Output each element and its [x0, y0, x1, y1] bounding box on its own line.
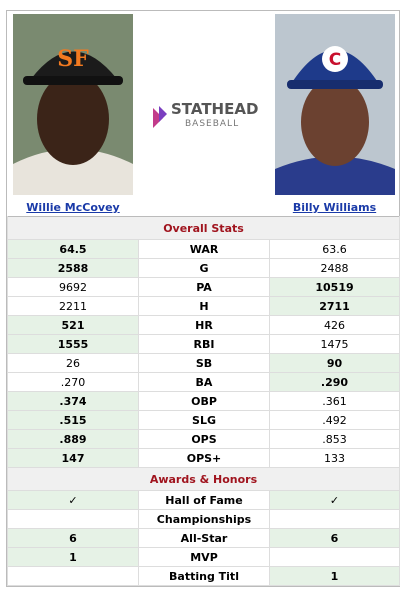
stat-value: 90	[269, 353, 400, 373]
stat-value: .270	[7, 372, 139, 392]
left-player: SF Willie McCovey	[8, 11, 139, 217]
stat-value: 2211	[7, 296, 139, 316]
stat-row: 2211 H 2711	[7, 296, 400, 316]
stat-value: 6	[7, 528, 139, 548]
player-header: SF Willie McCovey STATHEAD BASEBALL C	[8, 11, 400, 217]
section-title: Overall Stats	[7, 216, 400, 240]
stat-label: G	[138, 258, 270, 278]
stat-label: Championships	[138, 509, 270, 529]
section-header: Awards & Honors	[7, 467, 400, 491]
stat-value: .374	[7, 391, 139, 411]
stat-value: ✓	[269, 490, 400, 510]
stat-value: .515	[7, 410, 139, 430]
stat-row: .270 BA .290	[7, 372, 400, 392]
stat-label: RBI	[138, 334, 270, 354]
stat-value: 426	[269, 315, 400, 335]
stat-label: OBP	[138, 391, 270, 411]
stat-value: 1	[269, 566, 400, 586]
stat-value: .889	[7, 429, 139, 449]
stat-row: 147 OPS+ 133	[7, 448, 400, 468]
stat-row: 1 MVP	[7, 547, 400, 567]
stat-label: Hall of Fame	[138, 490, 270, 510]
stat-label: HR	[138, 315, 270, 335]
stat-row: 9692 PA 10519	[7, 277, 400, 297]
stat-label: WAR	[138, 239, 270, 259]
stat-value: 2488	[269, 258, 400, 278]
player-photo: SF	[13, 14, 133, 195]
stat-value: 10519	[269, 277, 400, 297]
stat-label: Batting Titl	[138, 566, 270, 586]
stat-value: ✓	[7, 490, 139, 510]
stat-value: 26	[7, 353, 139, 373]
stat-value: 1	[7, 547, 139, 567]
stat-label: All-Star	[138, 528, 270, 548]
player-link[interactable]: Billy Williams	[292, 201, 377, 214]
stat-row: 2588 G 2488	[7, 258, 400, 278]
comparison-panel: SF Willie McCovey STATHEAD BASEBALL C	[6, 10, 400, 587]
right-player: C Billy Williams	[270, 11, 400, 217]
stat-value: 63.6	[269, 239, 400, 259]
stat-value	[7, 566, 139, 586]
stat-row: 26 SB 90	[7, 353, 400, 373]
stat-value	[269, 547, 400, 567]
section-header: Overall Stats	[7, 216, 400, 240]
stat-value: 1555	[7, 334, 139, 354]
stat-row: .374 OBP .361	[7, 391, 400, 411]
stat-label: BA	[138, 372, 270, 392]
logo-cell: STATHEAD BASEBALL	[139, 11, 270, 217]
stat-value: 64.5	[7, 239, 139, 259]
stat-value: 2588	[7, 258, 139, 278]
comparison-table: SF Willie McCovey STATHEAD BASEBALL C	[7, 11, 400, 586]
logo-brand: STATHEAD	[171, 100, 258, 118]
stat-label: OPS	[138, 429, 270, 449]
stat-label: SLG	[138, 410, 270, 430]
stat-value: 521	[7, 315, 139, 335]
stat-row: Batting Titl 1	[7, 566, 400, 586]
stat-label: SB	[138, 353, 270, 373]
svg-text:C: C	[328, 50, 340, 70]
stat-row: .515 SLG .492	[7, 410, 400, 430]
player-link[interactable]: Willie McCovey	[26, 201, 120, 214]
stat-value	[269, 509, 400, 529]
stat-value: .290	[269, 372, 400, 392]
stat-value	[7, 509, 139, 529]
stat-row: ✓ Hall of Fame ✓	[7, 490, 400, 510]
stat-label: MVP	[138, 547, 270, 567]
stat-value: .361	[269, 391, 400, 411]
section-title: Awards & Honors	[7, 467, 400, 491]
stat-label: H	[138, 296, 270, 316]
stat-row: 6 All-Star 6	[7, 528, 400, 548]
stat-value: 147	[7, 448, 139, 468]
stat-value: .492	[269, 410, 400, 430]
stat-row: 1555 RBI 1475	[7, 334, 400, 354]
player-photo: C	[274, 14, 395, 195]
stathead-logo: STATHEAD BASEBALL	[153, 100, 258, 129]
stat-row: Championships	[7, 509, 400, 529]
stat-row: 521 HR 426	[7, 315, 400, 335]
stat-value: 1475	[269, 334, 400, 354]
stat-value: .853	[269, 429, 400, 449]
stat-value: 6	[269, 528, 400, 548]
stat-row: 64.5 WAR 63.6	[7, 239, 400, 259]
svg-text:SF: SF	[57, 46, 89, 72]
stat-value: 133	[269, 448, 400, 468]
stat-value: 9692	[7, 277, 139, 297]
stat-label: OPS+	[138, 448, 270, 468]
stat-value: 2711	[269, 296, 400, 316]
stat-label: PA	[138, 277, 270, 297]
logo-sub: BASEBALL	[185, 119, 239, 129]
stat-row: .889 OPS .853	[7, 429, 400, 449]
